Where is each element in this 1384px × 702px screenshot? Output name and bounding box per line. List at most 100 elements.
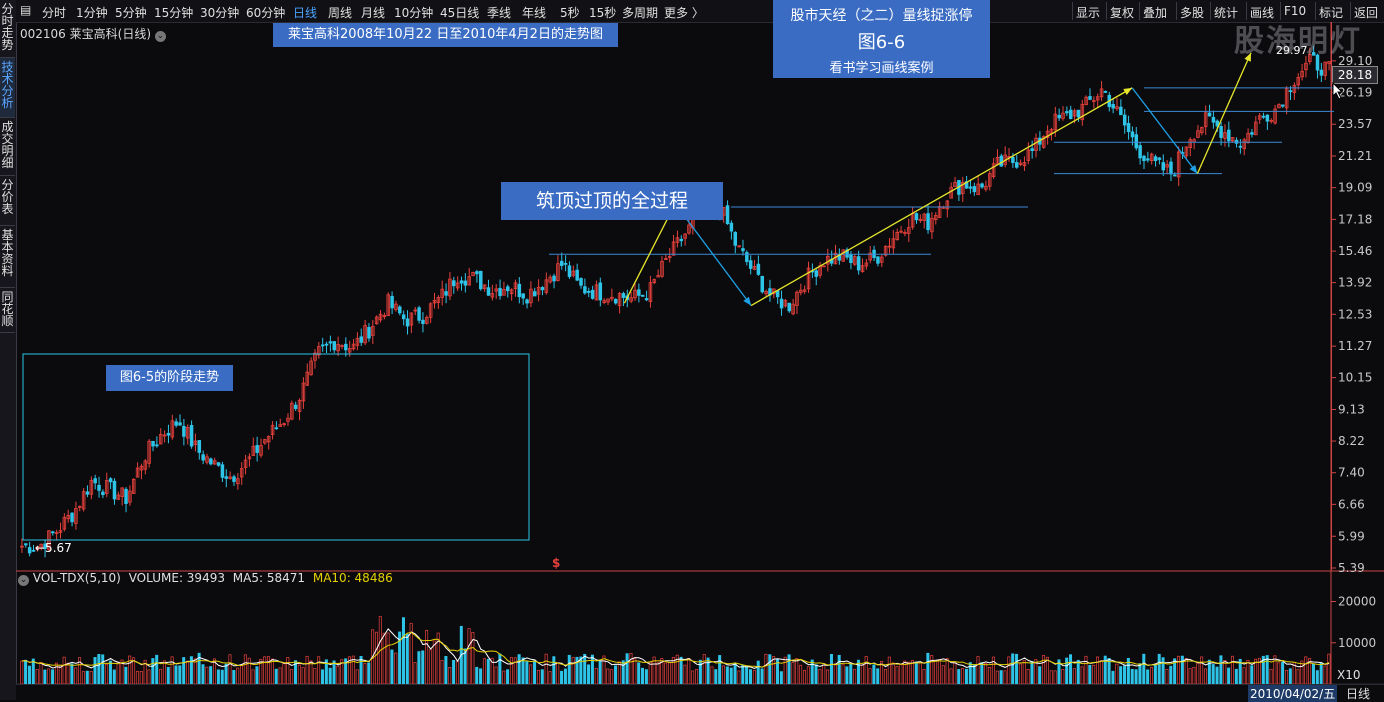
volume-bar — [494, 666, 498, 685]
toolbar-period-9[interactable]: 10分钟 — [394, 6, 434, 20]
volume-bar — [1126, 657, 1130, 685]
toolbar-period-10[interactable]: 45日线 — [440, 6, 480, 20]
side-tab-1[interactable]: 技术分析 — [0, 58, 15, 118]
volume-bar — [629, 652, 633, 685]
toolbar-period-14[interactable]: 15秒 — [589, 6, 617, 20]
volume-bar — [274, 668, 278, 685]
volume-bar — [89, 670, 93, 685]
current-price-tag: 28.18 — [1332, 66, 1378, 84]
volume-bar — [787, 654, 791, 685]
volume-bar — [957, 669, 961, 685]
candle-body — [783, 300, 788, 307]
candle-body — [1061, 112, 1065, 119]
volume-bar — [81, 671, 85, 685]
volume-bar — [317, 656, 321, 685]
toolbar-period-7[interactable]: 周线 — [328, 6, 353, 20]
candle-body — [78, 505, 82, 508]
candle-body — [887, 245, 892, 248]
volume-bar — [695, 669, 699, 685]
volume-bar — [1311, 663, 1315, 685]
candle-body — [1169, 161, 1173, 175]
volume-bar — [664, 662, 668, 685]
volume-bar — [548, 671, 552, 685]
side-tab-5[interactable]: 同花顺 — [0, 288, 15, 333]
toolbar-period-4[interactable]: 30分钟 — [200, 6, 240, 20]
toolbar-right-7[interactable]: 标记 — [1319, 6, 1344, 20]
candle-body — [775, 290, 780, 298]
volume-bar — [413, 662, 417, 685]
candle-body — [425, 317, 429, 324]
candle-body — [729, 222, 734, 232]
side-tab-0[interactable]: 分时走势 — [0, 0, 15, 58]
volume-bar — [1165, 668, 1169, 685]
volume-bar — [124, 666, 128, 685]
volume-bar — [837, 654, 841, 685]
toolbar-menu-icon[interactable]: ▤ — [20, 3, 32, 17]
candle-body — [189, 425, 194, 447]
toolbar-right-8[interactable]: 返回 — [1354, 6, 1379, 20]
candle-body — [860, 265, 865, 272]
volume-bar — [70, 663, 74, 685]
toolbar-right-3[interactable]: 多股 — [1180, 6, 1205, 20]
chevron-down-icon[interactable]: ⌄ — [18, 575, 29, 586]
toolbar-right-2[interactable]: 叠加 — [1143, 6, 1168, 20]
volume-bar — [829, 654, 833, 685]
volume-bar — [39, 662, 43, 685]
candle-body — [980, 183, 984, 188]
volume-bar — [698, 659, 702, 685]
candle-body — [1257, 115, 1262, 120]
toolbar-period-6[interactable]: 日线 — [293, 6, 318, 20]
candle-body — [1188, 139, 1193, 149]
toolbar-period-12[interactable]: 年线 — [522, 6, 547, 20]
volume-bar — [1053, 670, 1057, 685]
toolbar-period-16[interactable]: 更多 〉 — [664, 6, 704, 20]
toolbar-right-1[interactable]: 复权 — [1110, 6, 1135, 20]
volume-bar — [1072, 668, 1076, 685]
side-tab-4[interactable]: 基本资料 — [0, 226, 15, 288]
volume-bar — [602, 655, 606, 685]
toolbar-period-1[interactable]: 1分钟 — [76, 6, 108, 20]
chevron-down-icon[interactable]: ⌄ — [154, 31, 166, 42]
volume-bar — [66, 662, 70, 685]
toolbar-right-5[interactable]: 画线 — [1250, 6, 1275, 20]
volume-bar — [108, 660, 112, 685]
volume-bar — [47, 668, 51, 685]
volume-bar — [1049, 670, 1053, 685]
side-tab-2[interactable]: 成交明细 — [0, 118, 15, 176]
volume-bar — [1107, 657, 1111, 685]
price-tick-label: 13.92 — [1338, 276, 1372, 290]
volume-bar — [170, 656, 174, 685]
volume-bar — [1269, 668, 1273, 685]
candle-body — [20, 545, 24, 548]
candle-body — [347, 347, 352, 353]
candle-body — [907, 227, 911, 234]
toolbar-period-5[interactable]: 60分钟 — [246, 6, 286, 20]
candle-body — [459, 280, 464, 284]
candle-body — [779, 298, 784, 309]
volume-bar — [818, 669, 822, 685]
toolbar-period-11[interactable]: 季线 — [487, 6, 512, 20]
side-tab-3[interactable]: 分价表 — [0, 176, 15, 226]
toolbar-period-0[interactable]: 分时 — [42, 6, 67, 20]
volume-bar — [814, 664, 818, 685]
event-marker[interactable]: $ — [552, 556, 561, 570]
stock-name: 莱宝高科 — [69, 27, 118, 41]
candle-body — [178, 422, 182, 426]
volume-bar — [706, 657, 710, 685]
toolbar-period-8[interactable]: 月线 — [361, 6, 386, 20]
toolbar-right-4[interactable]: 统计 — [1214, 6, 1239, 20]
price-tick-label: 26.19 — [1338, 86, 1372, 100]
candle-body — [579, 278, 583, 286]
toolbar-period-15[interactable]: 多周期 — [622, 6, 659, 20]
toolbar-period-2[interactable]: 5分钟 — [115, 6, 147, 20]
volume-bar — [85, 670, 89, 685]
toolbar-right-6[interactable]: F10 — [1284, 4, 1307, 18]
volume-bar — [802, 670, 806, 685]
toolbar-period-3[interactable]: 15分钟 — [154, 6, 194, 20]
candle-body — [128, 490, 132, 503]
toolbar-right-0[interactable]: 显示 — [1076, 6, 1101, 20]
ma5-value: MA5: 58471 — [232, 571, 306, 585]
period-label[interactable]: 日线 — [1346, 687, 1371, 701]
volume-bar — [791, 662, 795, 685]
toolbar-period-13[interactable]: 5秒 — [560, 6, 580, 20]
